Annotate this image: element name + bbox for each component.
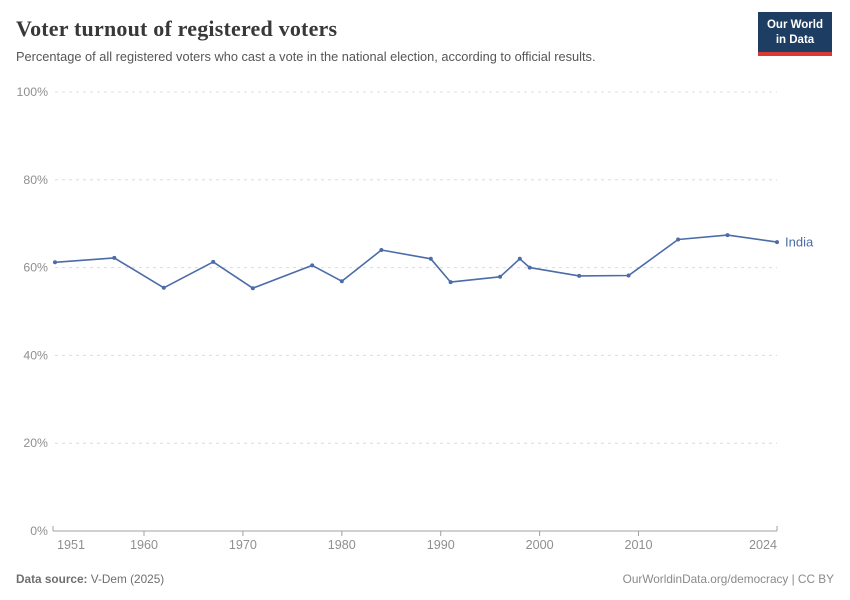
- ytick-label-40: 40%: [23, 348, 48, 362]
- owid-logo-red-bar: [758, 52, 832, 57]
- credit-link: OurWorldinData.org/democracy | CC BY: [622, 572, 834, 586]
- data-point-1971: [250, 286, 255, 291]
- ytick-label-20: 20%: [23, 436, 48, 450]
- xtick-label-1970: 1970: [229, 538, 257, 552]
- owid-logo-line2: in Data: [775, 33, 815, 46]
- data-point-2024: [775, 240, 779, 245]
- owid-logo-line1: Our World: [766, 19, 823, 31]
- chart-title: Voter turnout of registered voters: [16, 16, 338, 41]
- data-point-2014: [676, 237, 681, 242]
- xtick-label-1990: 1990: [427, 538, 455, 552]
- data-point-1951: [53, 260, 57, 265]
- series-line: [54, 234, 778, 290]
- y-grid: 0% 20% 40% 60% 80% 100%: [17, 85, 777, 538]
- xtick-label-2010: 2010: [625, 538, 653, 552]
- data-source-note: Data source: V-Dem (2025): [16, 572, 164, 586]
- data-point-1967: [211, 259, 216, 264]
- data-point-1980: [339, 279, 344, 284]
- xtick-label-1951: 1951: [57, 538, 85, 552]
- ytick-label-0: 0%: [30, 524, 48, 538]
- data-point-2009: [626, 273, 631, 278]
- owid-logo: Our World in Data: [758, 12, 832, 57]
- xtick-label-1960: 1960: [130, 538, 158, 552]
- xtick-label-2024: 2024: [749, 538, 777, 552]
- ytick-label-80: 80%: [23, 173, 48, 187]
- data-point-1957: [112, 255, 117, 260]
- chart-footer: Data source: V-Dem (2025) OurWorldinData…: [16, 572, 834, 586]
- ytick-label-60: 60%: [23, 261, 48, 275]
- data-point-1989: [428, 256, 433, 261]
- ytick-label-100: 100%: [17, 85, 49, 99]
- chart-header: Voter turnout of registered voters Perce…: [16, 12, 834, 66]
- data-source-label: Data source:: [16, 572, 88, 586]
- data-point-2019: [725, 233, 730, 238]
- x-axis: 1951 1960 1970 1980 1990 2000 2010 2024: [52, 526, 778, 552]
- data-source-value: V-Dem (2025): [90, 572, 165, 586]
- chart-subtitle: Percentage of all registered voters who …: [16, 49, 596, 65]
- data-point-1962: [161, 285, 166, 290]
- data-point-1991: [448, 280, 453, 285]
- data-point-1998: [517, 256, 522, 261]
- data-point-1984: [379, 248, 384, 252]
- xtick-label-1980: 1980: [328, 538, 356, 552]
- owid-logo-text: Our World in Data: [758, 12, 832, 53]
- series-india: India: [53, 233, 814, 291]
- data-point-2004: [577, 273, 582, 278]
- series-end-label: India: [785, 235, 814, 250]
- data-point-1977: [310, 263, 315, 268]
- xtick-label-2000: 2000: [526, 538, 554, 552]
- data-point-1996: [498, 274, 503, 279]
- data-point-1999: [527, 265, 532, 270]
